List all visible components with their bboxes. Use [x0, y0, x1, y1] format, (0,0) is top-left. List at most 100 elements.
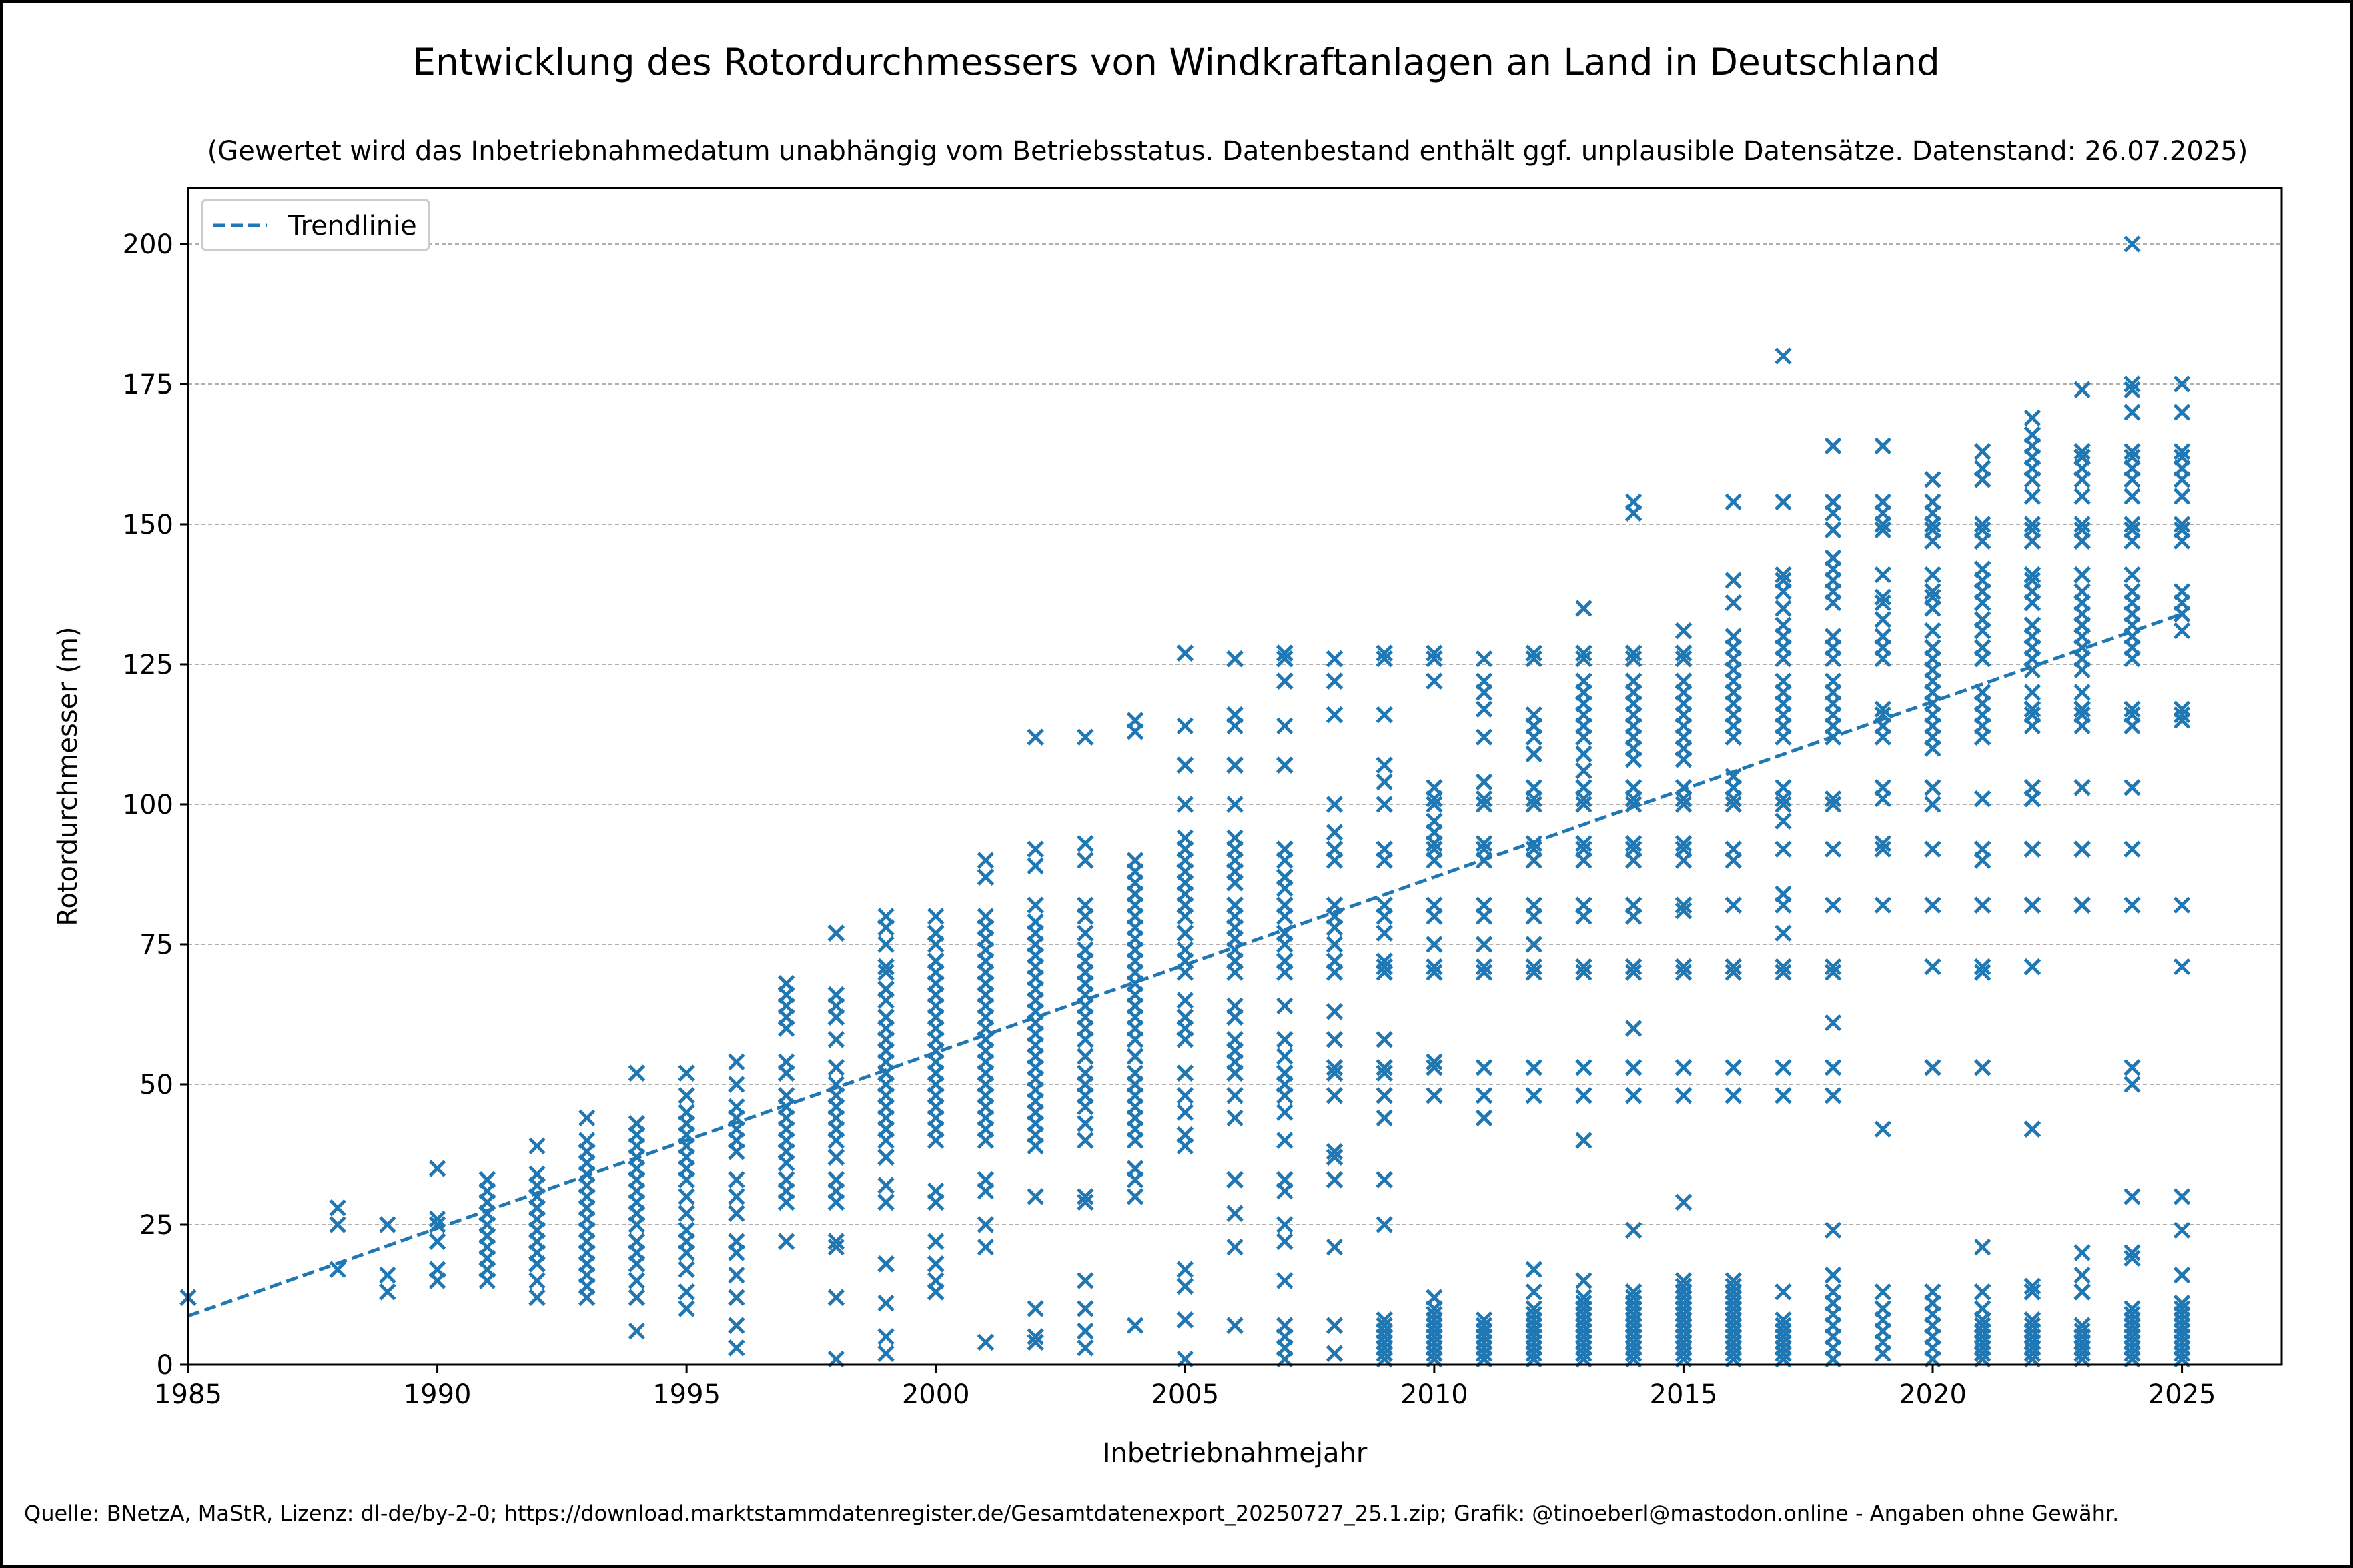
- data-point: [1276, 997, 1294, 1015]
- data-point: [1226, 706, 1244, 724]
- data-point: [2173, 896, 2191, 914]
- data-point: [827, 1171, 845, 1189]
- data-point: [2073, 566, 2091, 584]
- data-point: [777, 1171, 795, 1189]
- data-point: [2023, 409, 2041, 427]
- data-point: [1376, 952, 1393, 970]
- x-tick-label: 1995: [652, 1379, 721, 1410]
- data-point: [1376, 1216, 1393, 1233]
- data-point: [1624, 779, 1642, 796]
- data-point: [1675, 958, 1693, 976]
- data-point: [777, 1233, 795, 1250]
- data-point: [1874, 840, 1892, 858]
- data-point: [1775, 1283, 1792, 1301]
- data-point: [1824, 964, 1842, 981]
- data-point: [2124, 404, 2141, 421]
- data-point: [877, 980, 895, 998]
- data-point: [1575, 745, 1592, 763]
- data-point: [1675, 1272, 1693, 1289]
- data-point: [528, 1165, 546, 1183]
- data-point: [1973, 840, 1991, 858]
- data-point: [1326, 706, 1344, 724]
- data-point: [1575, 835, 1592, 852]
- data-point: [1874, 521, 1892, 539]
- data-point: [1575, 1132, 1592, 1149]
- data-point: [1525, 796, 1543, 813]
- data-point: [1824, 549, 1842, 567]
- data-point: [1276, 1272, 1294, 1289]
- data-point: [1176, 756, 1194, 774]
- data-point: [2124, 1188, 2141, 1205]
- data-point: [1575, 964, 1592, 981]
- data-point: [1326, 1059, 1344, 1076]
- data-point: [2124, 381, 2141, 399]
- data-point: [1077, 835, 1094, 852]
- data-point: [1226, 796, 1244, 813]
- data-point: [1675, 1059, 1693, 1076]
- data-point: [1824, 1266, 1842, 1284]
- data-point: [1624, 672, 1642, 690]
- data-point: [1874, 1283, 1892, 1301]
- data-point: [1575, 672, 1592, 690]
- data-point: [1475, 650, 1493, 668]
- data-point: [1924, 896, 1941, 914]
- data-point: [1824, 1059, 1842, 1076]
- data-point: [1973, 790, 1991, 808]
- data-point: [2023, 779, 2041, 796]
- data-point: [1973, 1317, 1991, 1334]
- data-point: [1575, 1272, 1592, 1289]
- data-point: [329, 1199, 346, 1217]
- data-point: [1475, 700, 1493, 718]
- plot-area-frame: [187, 187, 2283, 1366]
- data-point: [1276, 1171, 1294, 1189]
- data-point: [2073, 448, 2091, 466]
- data-point: [2073, 706, 2091, 724]
- data-point: [1376, 1059, 1393, 1076]
- data-point: [2173, 448, 2191, 466]
- data-point: [1475, 1317, 1493, 1334]
- data-point: [1176, 1311, 1194, 1329]
- data-point: [2173, 375, 2191, 393]
- data-point: [2073, 521, 2091, 539]
- data-point: [628, 1272, 646, 1289]
- data-point: [1226, 1087, 1244, 1104]
- data-point: [2023, 896, 2041, 914]
- legend-box: [201, 199, 430, 251]
- data-point: [1575, 958, 1592, 976]
- data-point: [1525, 1261, 1543, 1278]
- data-point: [877, 1148, 895, 1166]
- data-point: [1675, 1277, 1693, 1295]
- data-point: [528, 1289, 546, 1306]
- data-point: [1525, 706, 1543, 724]
- data-point: [1824, 493, 1842, 511]
- data-point: [2023, 1277, 2041, 1295]
- data-point: [1973, 560, 1991, 578]
- data-point: [1824, 796, 1842, 813]
- data-point: [478, 1171, 496, 1189]
- data-point: [1725, 768, 1742, 785]
- data-point: [528, 1272, 546, 1289]
- data-point: [1027, 1328, 1044, 1345]
- data-point: [977, 908, 995, 925]
- data-point: [2124, 779, 2141, 796]
- data-point: [1326, 1003, 1344, 1020]
- data-point: [1874, 1300, 1892, 1317]
- data-point: [827, 1059, 845, 1076]
- data-point: [1326, 1238, 1344, 1256]
- data-point: [1376, 1171, 1393, 1189]
- data-point: [1077, 1300, 1094, 1317]
- data-point: [1874, 896, 1892, 914]
- legend-label-trendlinie: Trendlinie: [288, 211, 417, 241]
- data-point: [1376, 1109, 1393, 1127]
- data-point: [2124, 1076, 2141, 1093]
- data-points: [179, 235, 2191, 1368]
- data-point: [1426, 1053, 1443, 1071]
- data-point: [1575, 1059, 1592, 1076]
- y-tick-label: 75: [139, 930, 173, 960]
- data-point: [1775, 600, 1792, 617]
- data-point: [1775, 924, 1792, 942]
- data-point: [2124, 448, 2141, 466]
- data-point: [1525, 936, 1543, 953]
- data-point: [1326, 1087, 1344, 1104]
- data-point: [1624, 1289, 1642, 1306]
